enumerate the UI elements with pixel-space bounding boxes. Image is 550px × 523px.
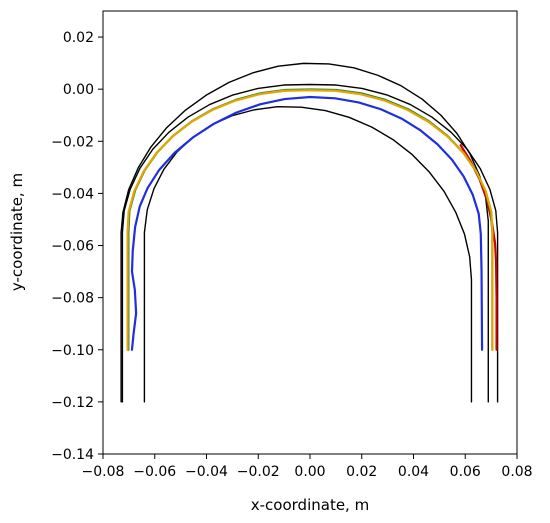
x-tick-label: −0.06 <box>133 464 176 480</box>
x-tick-label: 0.08 <box>501 464 532 480</box>
y-axis-label: y-coordinate, m <box>8 173 26 291</box>
series-line-0 <box>120 62 489 403</box>
y-tick-label: −0.14 <box>51 447 94 463</box>
y-tick-label: 0.00 <box>63 82 94 98</box>
x-axis: −0.08 −0.06 −0.04 −0.02 0.00 0.02 0.04 0.06 0.08 <box>82 454 533 480</box>
y-tick-label: 0.02 <box>63 30 94 46</box>
y-tick-label: −0.12 <box>51 395 94 411</box>
series-line-5 <box>126 89 494 351</box>
x-tick-label: 0.02 <box>346 464 377 480</box>
x-tick-label: 0.04 <box>398 464 429 480</box>
x-tick-label: 0.06 <box>450 464 481 480</box>
y-tick-label: −0.04 <box>51 186 94 202</box>
series-line-1 <box>143 105 473 403</box>
y-tick-label: −0.06 <box>51 239 94 255</box>
x-tick-label: −0.08 <box>82 464 125 480</box>
x-axis-label: x-coordinate, m <box>251 496 369 514</box>
plot-area <box>103 11 517 454</box>
y-tick-label: −0.10 <box>51 343 94 359</box>
x-tick-label: −0.02 <box>237 464 280 480</box>
x-tick-label: 0.00 <box>294 464 325 480</box>
y-axis: −0.14 −0.12 −0.10 −0.08 −0.06 −0.04 −0.02 0.00 0… <box>51 30 103 463</box>
series-line-6 <box>130 95 484 351</box>
y-tick-label: −0.08 <box>51 291 94 307</box>
y-tick-label: −0.02 <box>51 134 94 150</box>
x-tick-label: −0.04 <box>185 464 228 480</box>
series-layer <box>120 62 499 403</box>
series-line-2 <box>121 83 499 403</box>
